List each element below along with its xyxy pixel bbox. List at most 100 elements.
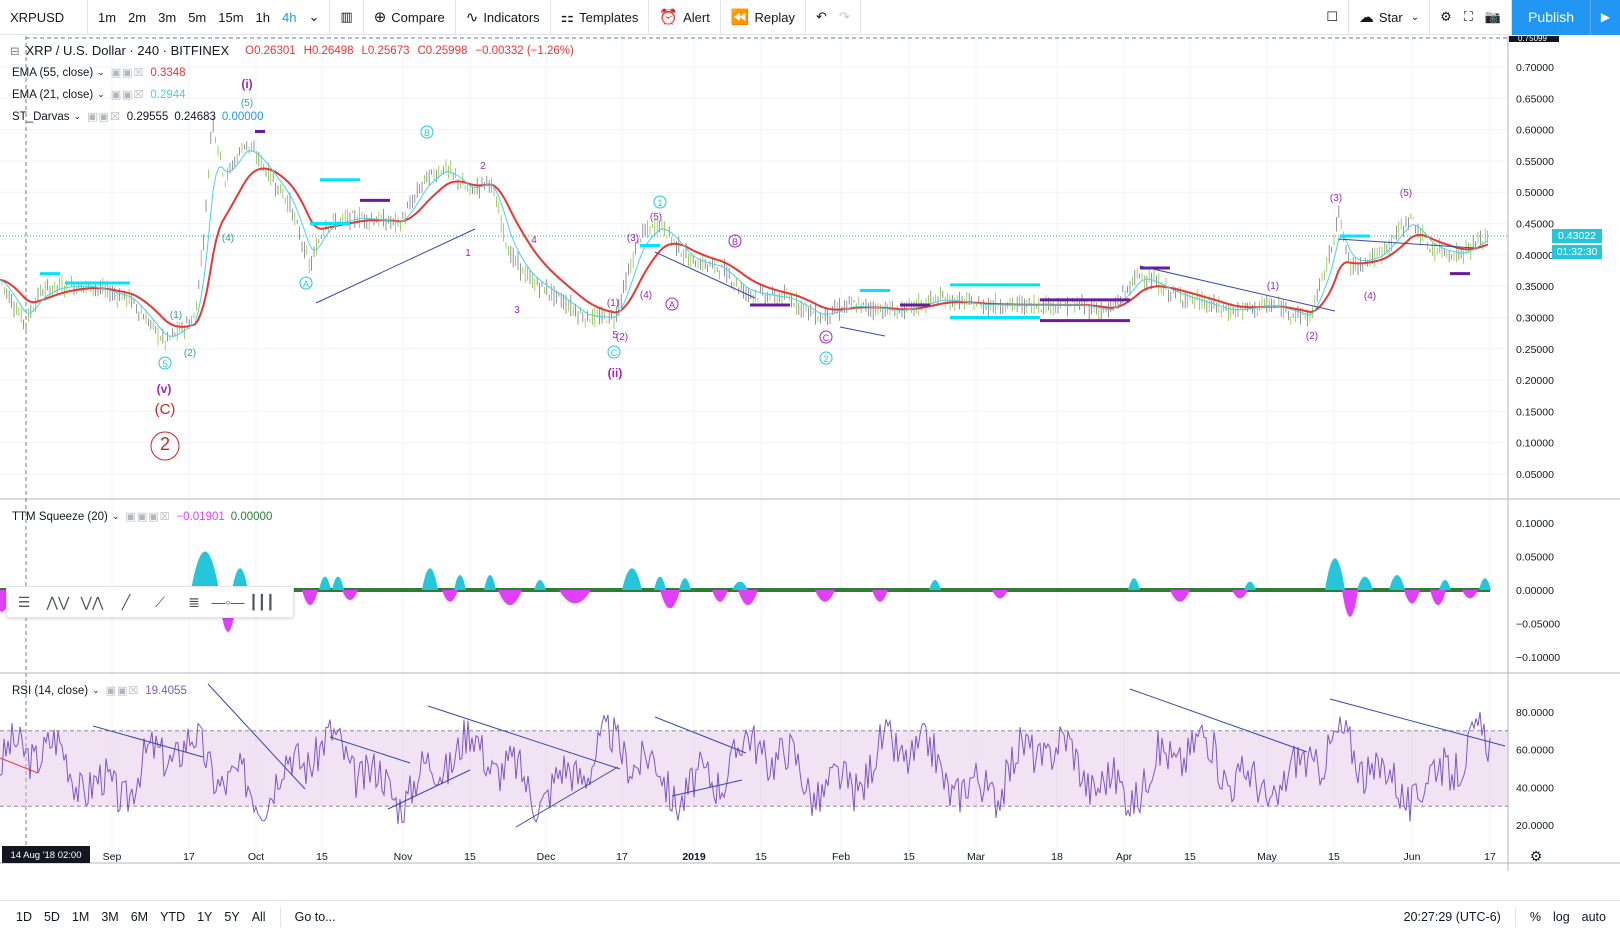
undo-icon[interactable]: ↶: [815, 9, 827, 24]
wave-circled-label: B: [732, 237, 738, 247]
layout-square-icon[interactable]: ☐: [1326, 9, 1338, 24]
squeeze-bar-pos: [1128, 578, 1140, 590]
alert-button[interactable]: ⏰ Alert: [659, 9, 710, 26]
price-axis-label: 0.65000: [1516, 93, 1554, 105]
chart-type-group: ▥: [330, 0, 364, 35]
squeeze-bar-neg: [1462, 590, 1478, 599]
trend-line-icon[interactable]: ╱: [121, 593, 131, 610]
time-axis-label: May: [1257, 851, 1278, 863]
wave-circled-label: C: [611, 348, 618, 358]
wave-circled-label: B: [424, 128, 430, 138]
elliott-impulse-icon[interactable]: ⋀⋁: [46, 593, 70, 610]
fullscreen-icon[interactable]: ⛶: [1463, 9, 1473, 24]
range-1y[interactable]: 1Y: [197, 910, 213, 924]
wave-circle: [150, 431, 180, 461]
range-6m[interactable]: 6M: [130, 910, 149, 924]
redo-icon[interactable]: ↷: [838, 9, 850, 24]
squeeze-value-2: 0.00000: [230, 510, 273, 523]
time-axis-label: 17: [616, 851, 628, 863]
divider: [1514, 907, 1516, 927]
compare-button[interactable]: ⊕ Compare: [373, 9, 445, 26]
wave-circle: [819, 351, 833, 365]
chart-area[interactable]: (i) (ii) (v) (C) 2 (5) (1) (2) (4) (3) (4) (1) (2) (3…: [0, 34, 1620, 871]
layout-group: ☐: [1316, 0, 1349, 35]
range-5y[interactable]: 5Y: [224, 910, 240, 924]
candles-icon[interactable]: ▥: [340, 9, 353, 24]
columns-icon[interactable]: ┃┃┃: [249, 593, 275, 610]
interval-4h[interactable]: 4h: [282, 9, 297, 25]
chevron-down-icon: ⌄: [1410, 11, 1420, 23]
percent-toggle[interactable]: %: [1529, 910, 1541, 924]
range-1m[interactable]: 1M: [71, 910, 90, 924]
goto-button[interactable]: Go to...: [294, 910, 336, 924]
interval-group: 1m 2m 3m 5m 15m 1h 4h ⌄: [88, 0, 331, 35]
play-icon[interactable]: ▶: [1590, 0, 1620, 35]
wave-2-circle: 2: [160, 434, 170, 454]
elliott-correction-icon[interactable]: ⋁⋀: [80, 593, 104, 610]
interval-2m[interactable]: 2m: [128, 9, 147, 25]
indicator-controls[interactable]: ▣▣▣☒: [125, 511, 171, 523]
ray-icon[interactable]: ⟋: [155, 593, 165, 610]
interval-1m[interactable]: 1m: [98, 9, 117, 25]
drag-handle-icon[interactable]: ☰: [17, 593, 31, 610]
squeeze-bar-neg: [559, 590, 591, 604]
squeeze-bar-neg: [712, 590, 728, 602]
fib-icon[interactable]: ≣: [188, 593, 200, 610]
indicator-controls[interactable]: ▣▣☒: [105, 685, 140, 697]
squeeze-legend[interactable]: TTM Squeeze (20) ⌄ ▣▣▣☒ −0.01901 0.00000: [12, 510, 273, 524]
range-1d[interactable]: 1D: [16, 910, 32, 924]
rsi-red-line: [0, 757, 39, 774]
wave-small-label: (5): [1400, 188, 1412, 199]
templates-button[interactable]: ⚏ Templates: [560, 9, 639, 26]
indicator-controls[interactable]: ▣▣☒: [87, 111, 121, 123]
horizontal-line-icon[interactable]: —◦—: [211, 594, 245, 610]
auto-toggle[interactable]: auto: [1581, 910, 1606, 924]
wave-small-label: 3: [514, 305, 520, 316]
squeeze-bar-pos: [929, 579, 941, 590]
trend-line: [1337, 238, 1476, 249]
time-axis-label: 15: [464, 851, 476, 863]
interval-15m[interactable]: 15m: [218, 9, 244, 25]
wave-v: (v): [157, 382, 172, 396]
squeeze-bar-pos: [454, 574, 466, 590]
squeeze-value-1: −0.01901: [176, 510, 225, 523]
indicators-button[interactable]: ∿ Indicators: [465, 9, 540, 26]
range-5d[interactable]: 5D: [43, 910, 60, 924]
wave-circled-label: 2: [823, 354, 828, 364]
clock[interactable]: 20:27:29 (UTC-6): [1403, 910, 1501, 924]
indicator-controls[interactable]: ▣▣☒: [110, 67, 145, 79]
rsi-trend-line: [207, 683, 306, 790]
camera-icon[interactable]: 📷: [1484, 9, 1502, 24]
squeeze-bar-neg: [992, 590, 1008, 599]
ema21-legend[interactable]: EMA (21, close) ⌄ ▣▣☒ 0.2944: [12, 88, 186, 102]
squeeze-bar-neg: [1430, 590, 1446, 606]
gear-icon[interactable]: ⚙: [1440, 9, 1452, 24]
replay-button[interactable]: ⏪ Replay: [730, 9, 795, 26]
time-axis-label: Jun: [1404, 851, 1421, 863]
star-button[interactable]: ☁ Star ⌄: [1358, 9, 1420, 26]
ema55-legend[interactable]: EMA (55, close) ⌄ ▣▣☒ 0.3348: [12, 66, 186, 80]
log-toggle[interactable]: log: [1552, 910, 1570, 924]
symbol-search[interactable]: XRPUSD: [0, 0, 88, 35]
rsi-legend[interactable]: RSI (14, close) ⌄ ▣▣☒ 19.4055: [12, 684, 187, 698]
rsi-axis-label: 20.0000: [1516, 820, 1554, 832]
darvas-legend[interactable]: ST_Darvas ⌄ ▣▣☒ 0.29555 0.24683 0.00000: [12, 110, 264, 124]
collapse-icon[interactable]: ⊟: [10, 45, 20, 58]
interval-5m[interactable]: 5m: [188, 9, 207, 25]
range-ytd[interactable]: YTD: [160, 910, 186, 924]
range-3m[interactable]: 3M: [101, 910, 119, 924]
wave-small-label: (3): [627, 233, 639, 244]
wave-circle: [728, 234, 742, 248]
range-all[interactable]: All: [251, 910, 266, 924]
indicator-controls[interactable]: ▣▣☒: [110, 89, 145, 101]
trend-line: [839, 326, 886, 337]
rsi-trend-line: [1129, 688, 1308, 753]
top-toolbar: XRPUSD 1m 2m 3m 5m 15m 1h 4h ⌄ ▥ ⊕ Compare ∿ Indi…: [0, 0, 1620, 35]
publish-button[interactable]: Publish: [1512, 0, 1590, 35]
interval-3m[interactable]: 3m: [158, 9, 177, 25]
interval-1h[interactable]: 1h: [255, 9, 271, 25]
squeeze-bar-pos: [232, 568, 248, 590]
chevron-down-icon[interactable]: ⌄: [308, 9, 320, 24]
price-axis-label: 0.10000: [1516, 438, 1554, 450]
chart-canvas[interactable]: (i) (ii) (v) (C) 2 (5) (1) (2) (4) (3) (4) (1) (2) (3…: [0, 34, 1620, 871]
